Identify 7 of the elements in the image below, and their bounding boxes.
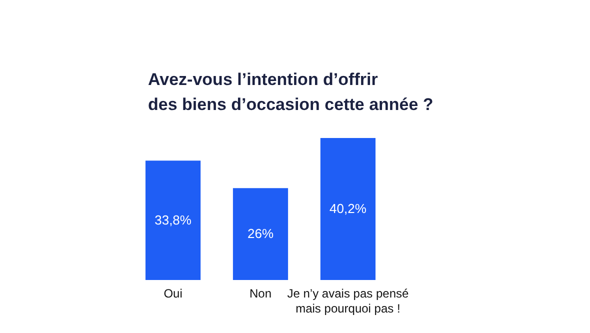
chart-title: Avez-vous l’intention d’offrir des biens d’occasion cette année ? [148, 70, 434, 114]
data-label: 40,2% [330, 201, 367, 216]
data-label: 33,8% [154, 212, 192, 228]
x-tick-label: Je n’y avais pas pensé mais pourquoi pas ! [287, 286, 409, 316]
x-tick-label: Non [249, 286, 272, 300]
data-label: 26% [247, 226, 274, 242]
x-tick-label: Oui [164, 286, 182, 300]
